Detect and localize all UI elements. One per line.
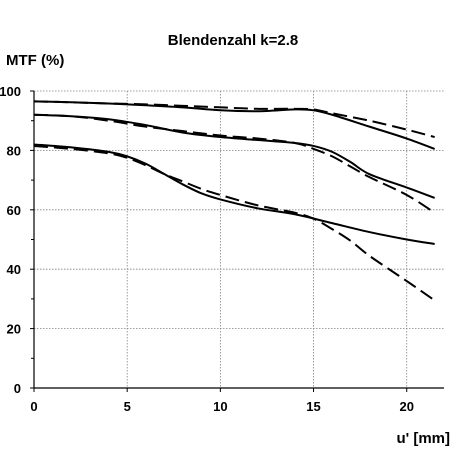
solid-mtf-series-line [33,100,436,150]
dashed-mtf-series-line [33,113,436,214]
axes [30,90,444,392]
x-tick-label: 0 [30,399,37,414]
y-tick-label: 80 [7,143,21,158]
x-tick-label: 20 [399,399,413,414]
x-tick-label: 10 [213,399,227,414]
chart-title: Blendenzahl k=2.8 [168,32,298,49]
dashed-mtf-series-line [33,100,435,138]
x-tick-label: 5 [124,399,131,414]
series-lines [33,100,436,302]
y-tick-label: 0 [14,381,21,396]
dashed-mtf-series-line [33,144,436,302]
solid-mtf-series-line [33,143,435,245]
y-tick-label: 20 [7,322,21,337]
y-tick-label: 60 [7,203,21,218]
y-axis-label: MTF (%) [6,52,64,69]
x-axis-label: u' [mm] [396,430,450,447]
tick-labels: 0 20 40 60 80 100 0 5 10 15 20 [0,84,414,414]
x-tick-label: 15 [306,399,320,414]
y-tick-label: 40 [7,262,21,277]
y-tick-label: 100 [0,84,21,99]
grid-lines [34,90,444,388]
